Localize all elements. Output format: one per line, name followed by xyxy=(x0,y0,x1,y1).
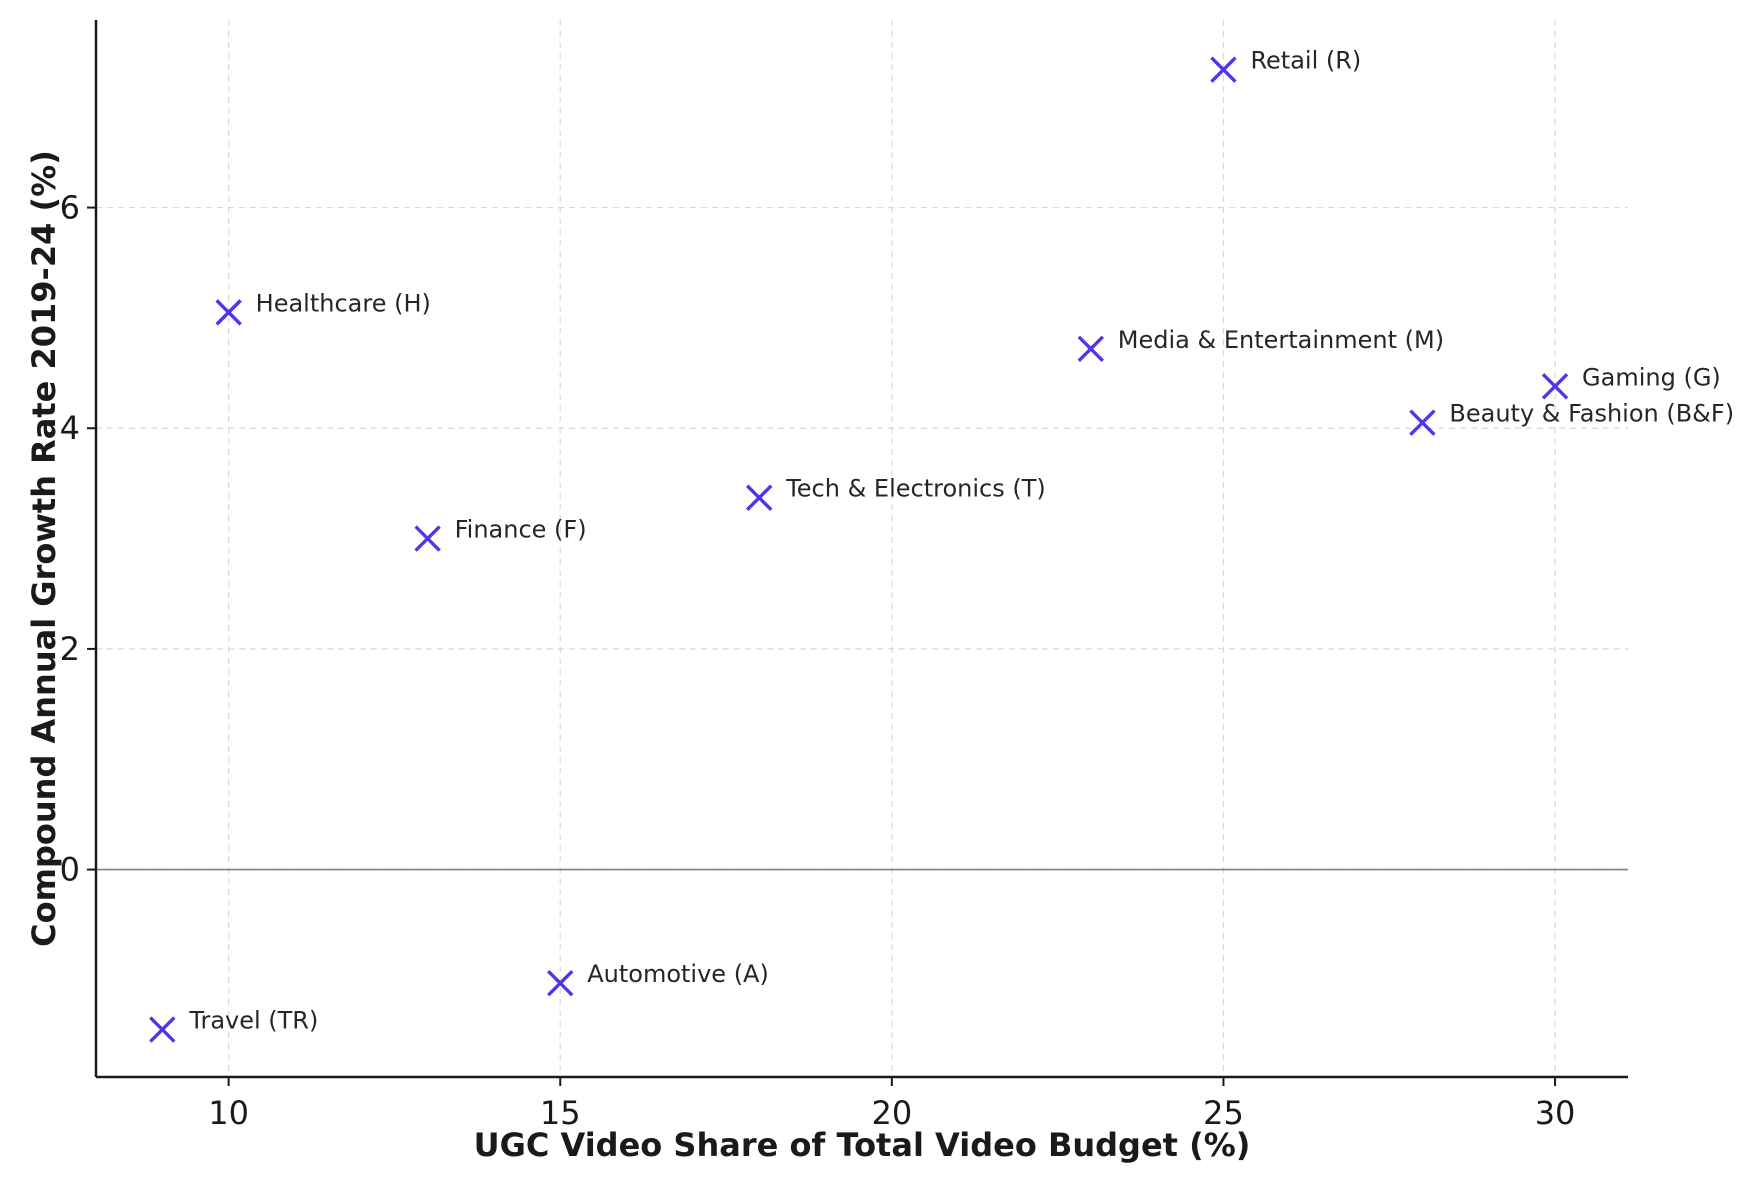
data-point xyxy=(1210,56,1237,83)
point-marker-stroke xyxy=(1210,56,1237,83)
data-point xyxy=(1409,409,1436,436)
data-point xyxy=(746,484,773,511)
x-tick-label: 10 xyxy=(208,1094,249,1132)
point-marker-stroke xyxy=(149,1016,176,1043)
point-label: Finance (F) xyxy=(455,516,587,544)
point-label: Tech & Electronics (T) xyxy=(785,475,1046,503)
point-marker-stroke xyxy=(746,484,773,511)
y-tick-label: 2 xyxy=(60,630,80,668)
point-labels: Travel (TR) Healthcare (H) Finance (F) Auto… xyxy=(188,47,1734,1035)
y-axis-title: Compound Annual Growth Rate 2019-24 (%) xyxy=(25,150,63,947)
point-marker-stroke xyxy=(547,970,574,997)
point-label: Healthcare (H) xyxy=(256,289,431,317)
point-label: Retail (R) xyxy=(1250,47,1361,75)
y-tick-label: 6 xyxy=(60,189,80,227)
x-tick-label: 20 xyxy=(871,1094,912,1132)
data-points xyxy=(149,56,1569,1043)
y-tick-label: 0 xyxy=(60,851,80,889)
y-tick-label: 4 xyxy=(60,409,80,447)
data-point xyxy=(1541,373,1569,400)
point-marker-stroke xyxy=(215,299,242,326)
x-axis-title: UGC Video Share of Total Video Budget (%… xyxy=(474,1126,1251,1164)
point-marker-stroke xyxy=(1541,373,1569,400)
data-point xyxy=(547,970,574,997)
data-point xyxy=(1077,335,1105,362)
point-marker-stroke xyxy=(1077,335,1105,362)
point-marker-stroke xyxy=(1409,409,1436,436)
data-point xyxy=(149,1016,176,1043)
point-label: Media & Entertainment (M) xyxy=(1118,326,1444,354)
point-label: Beauty & Fashion (B&F) xyxy=(1449,400,1734,428)
point-marker-stroke xyxy=(414,525,441,552)
data-point xyxy=(414,525,441,552)
x-tick-label: 30 xyxy=(1535,1094,1576,1132)
axes: 10 15 20 25 30 0 2 4 6 xyxy=(60,20,1628,1132)
point-label: Automotive (A) xyxy=(587,960,769,988)
x-tick-label: 25 xyxy=(1203,1094,1244,1132)
data-point xyxy=(215,299,242,326)
grid xyxy=(96,20,1628,1077)
point-label: Travel (TR) xyxy=(188,1007,318,1035)
point-label: Gaming (G) xyxy=(1582,363,1721,391)
x-tick-label: 15 xyxy=(540,1094,581,1132)
